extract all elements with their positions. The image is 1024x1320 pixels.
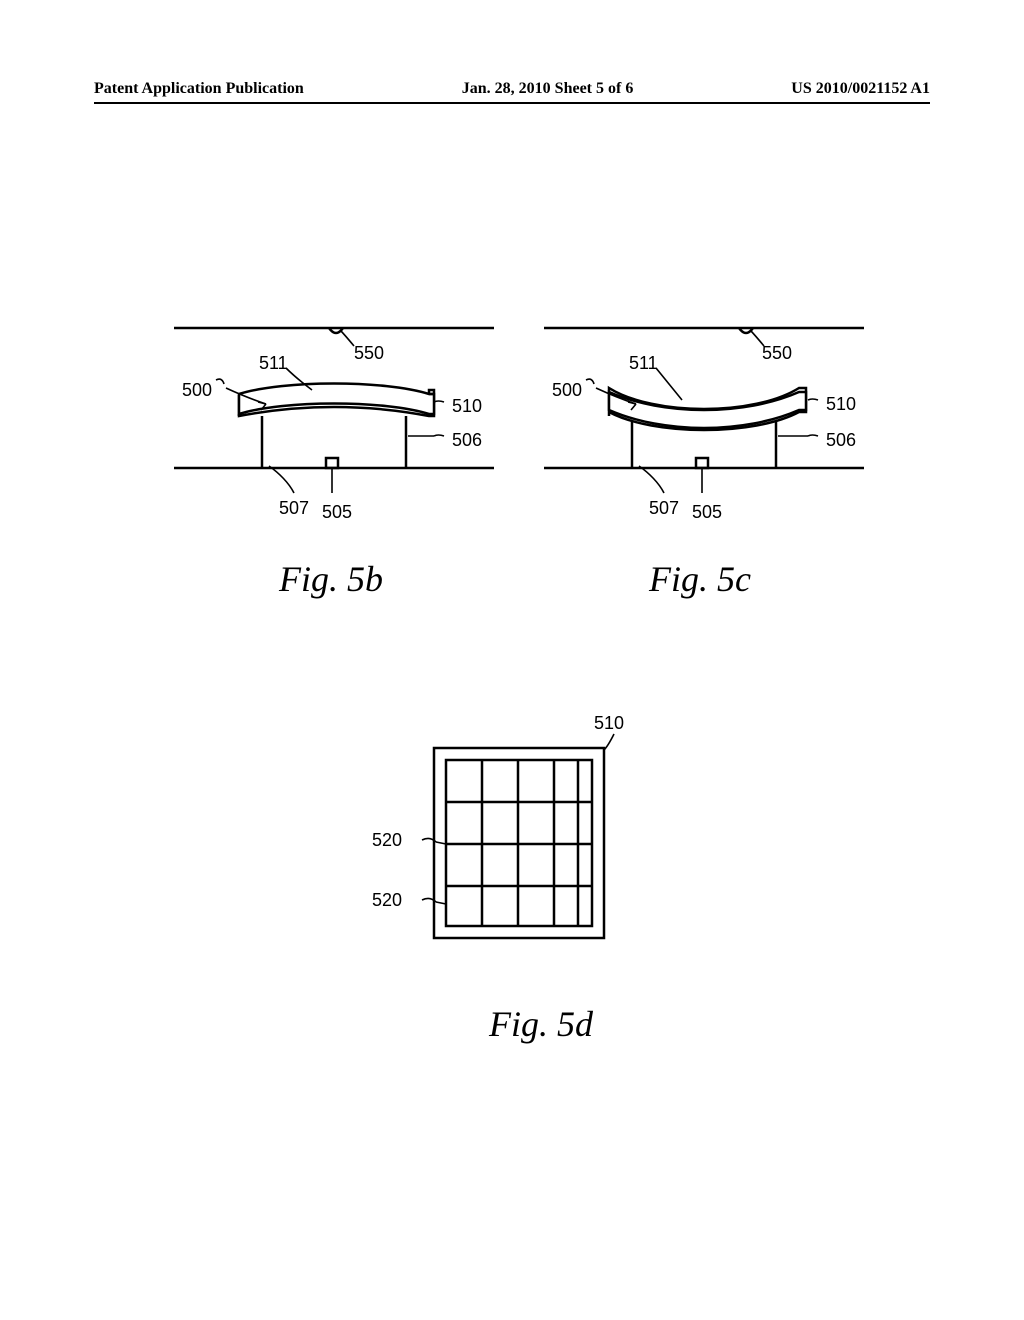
caption-5d: Fig. 5d xyxy=(489,1003,593,1045)
patent-page: Patent Application Publication Jan. 28, … xyxy=(94,68,930,1252)
figure-5d: 510 520 520 xyxy=(94,68,930,1252)
label-520-b: 520 xyxy=(372,890,402,911)
label-510-d: 510 xyxy=(594,713,624,734)
label-520-a: 520 xyxy=(372,830,402,851)
fig5d-drawing xyxy=(414,728,644,958)
